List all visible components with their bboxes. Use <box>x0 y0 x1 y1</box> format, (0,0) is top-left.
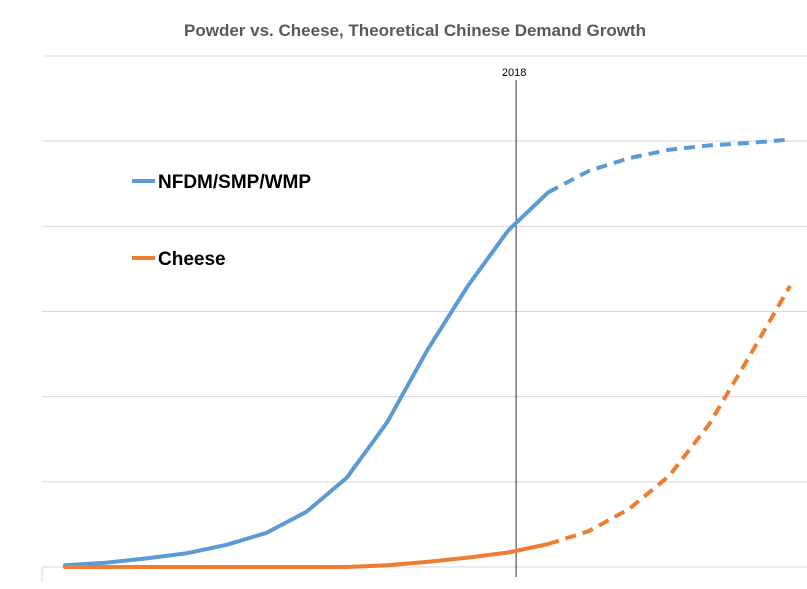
legend-label-nfdm: NFDM/SMP/WMP <box>158 172 311 193</box>
series-line-nfdm-actual <box>63 190 551 568</box>
chart-title: Powder vs. Cheese, Theoretical Chinese D… <box>184 21 646 40</box>
legend: NFDM/SMP/WMP Cheese <box>132 172 311 270</box>
year-marker-label: 2018 <box>502 67 526 79</box>
gridlines <box>42 55 807 568</box>
series-layer <box>63 137 792 569</box>
year-marker: 2018 <box>502 67 526 577</box>
legend-item-cheese: Cheese <box>132 249 226 270</box>
legend-label-cheese: Cheese <box>158 249 226 270</box>
series-line-cheese-projected <box>547 284 792 546</box>
series-line-nfdm-projected <box>547 137 791 195</box>
legend-item-nfdm: NFDM/SMP/WMP <box>132 172 311 193</box>
series-line-cheese-actual <box>63 542 551 569</box>
